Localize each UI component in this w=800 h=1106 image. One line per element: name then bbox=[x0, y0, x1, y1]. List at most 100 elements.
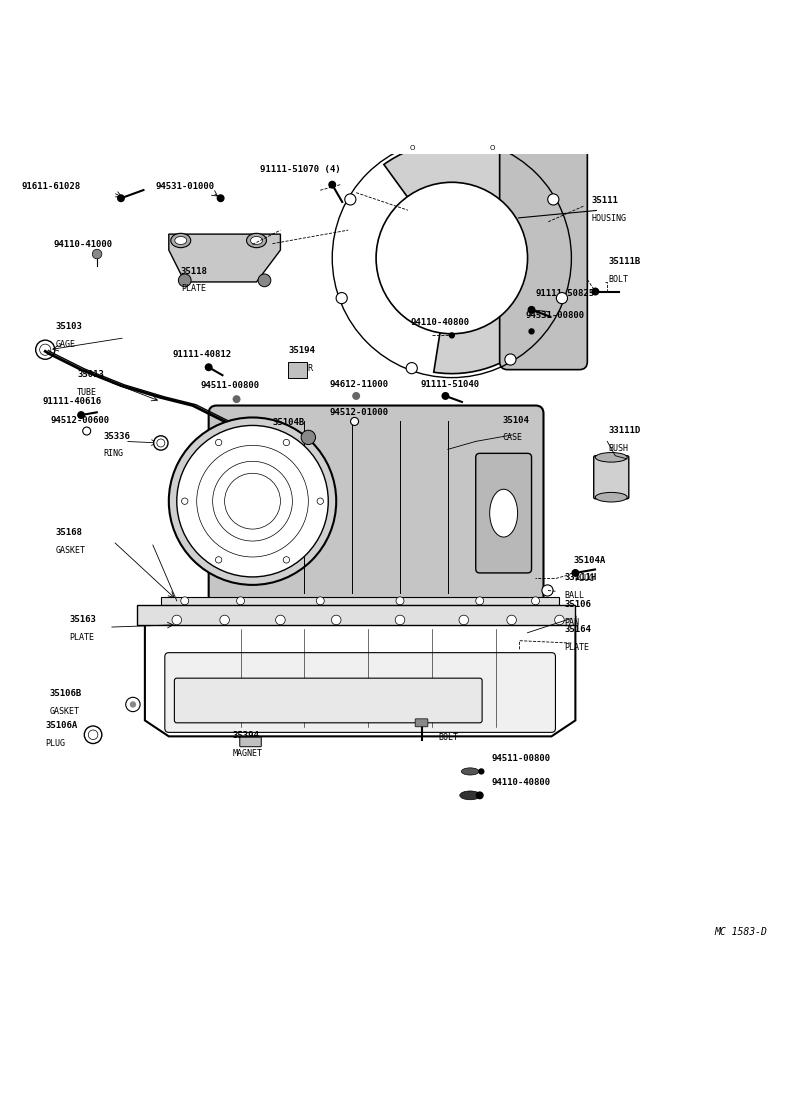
Polygon shape bbox=[161, 597, 559, 605]
Circle shape bbox=[181, 597, 189, 605]
Text: 35103: 35103 bbox=[55, 322, 82, 332]
Text: O: O bbox=[410, 365, 415, 372]
Ellipse shape bbox=[490, 489, 518, 538]
Circle shape bbox=[172, 615, 182, 625]
Text: 35336: 35336 bbox=[103, 431, 130, 440]
Text: GASKET: GASKET bbox=[50, 707, 79, 716]
Circle shape bbox=[528, 328, 534, 334]
Text: 94511-00800: 94511-00800 bbox=[201, 380, 260, 389]
Ellipse shape bbox=[250, 237, 262, 244]
Circle shape bbox=[507, 615, 516, 625]
Wedge shape bbox=[384, 143, 567, 374]
Text: O: O bbox=[349, 197, 354, 202]
Circle shape bbox=[301, 430, 315, 445]
FancyBboxPatch shape bbox=[174, 678, 482, 723]
Circle shape bbox=[531, 597, 539, 605]
Text: 91111-51070 (4): 91111-51070 (4) bbox=[261, 165, 341, 174]
Text: 35163: 35163 bbox=[69, 615, 96, 624]
Text: 35106C: 35106C bbox=[438, 716, 470, 724]
Text: 94512-00600: 94512-00600 bbox=[51, 416, 110, 425]
Text: 35104B: 35104B bbox=[273, 418, 305, 427]
Text: 94512-01000: 94512-01000 bbox=[330, 408, 389, 417]
Circle shape bbox=[233, 395, 241, 403]
Text: MAGNET: MAGNET bbox=[233, 749, 262, 758]
FancyBboxPatch shape bbox=[209, 406, 543, 608]
Circle shape bbox=[169, 417, 336, 585]
Text: 35104A: 35104A bbox=[574, 556, 606, 565]
Circle shape bbox=[117, 195, 125, 202]
Circle shape bbox=[527, 306, 535, 314]
Circle shape bbox=[177, 426, 328, 577]
Text: 91111-40812: 91111-40812 bbox=[173, 351, 232, 359]
Circle shape bbox=[317, 498, 323, 504]
Text: RING: RING bbox=[103, 449, 123, 458]
Text: O: O bbox=[340, 295, 345, 301]
FancyBboxPatch shape bbox=[287, 363, 306, 378]
Ellipse shape bbox=[460, 791, 481, 800]
Circle shape bbox=[316, 597, 324, 605]
Circle shape bbox=[220, 615, 230, 625]
Text: O: O bbox=[490, 145, 495, 150]
Text: PLUG: PLUG bbox=[574, 574, 594, 583]
Text: 35106B: 35106B bbox=[50, 689, 82, 698]
Text: HOUSING: HOUSING bbox=[591, 215, 626, 223]
Circle shape bbox=[82, 427, 90, 435]
FancyBboxPatch shape bbox=[240, 738, 262, 747]
Circle shape bbox=[406, 363, 418, 374]
Text: PAN: PAN bbox=[564, 617, 579, 627]
Circle shape bbox=[258, 274, 271, 286]
Text: 91111-40616: 91111-40616 bbox=[43, 397, 102, 406]
Text: 91111-50825: 91111-50825 bbox=[535, 289, 594, 298]
Text: 35168: 35168 bbox=[55, 528, 82, 538]
Text: 33111H: 33111H bbox=[564, 574, 597, 583]
Text: PLUG: PLUG bbox=[46, 739, 66, 748]
FancyBboxPatch shape bbox=[476, 453, 531, 573]
Circle shape bbox=[486, 143, 498, 154]
Polygon shape bbox=[145, 617, 575, 737]
Circle shape bbox=[476, 792, 484, 800]
Circle shape bbox=[217, 195, 225, 202]
Circle shape bbox=[126, 697, 140, 711]
Circle shape bbox=[276, 615, 286, 625]
Circle shape bbox=[459, 615, 469, 625]
Text: 35194: 35194 bbox=[288, 346, 315, 355]
Text: BUSH: BUSH bbox=[609, 444, 629, 452]
Text: GASKET: GASKET bbox=[55, 546, 86, 555]
Circle shape bbox=[352, 392, 360, 400]
Circle shape bbox=[571, 568, 579, 577]
Circle shape bbox=[554, 615, 564, 625]
Text: 35111: 35111 bbox=[591, 197, 618, 206]
Text: 35106A: 35106A bbox=[46, 721, 78, 730]
Circle shape bbox=[345, 194, 356, 205]
Text: 94612-11000: 94612-11000 bbox=[330, 379, 389, 389]
Text: O: O bbox=[560, 295, 566, 301]
FancyBboxPatch shape bbox=[165, 653, 555, 732]
Circle shape bbox=[36, 341, 55, 359]
Text: PLATE: PLATE bbox=[69, 633, 94, 641]
FancyBboxPatch shape bbox=[500, 146, 587, 369]
Text: CASE: CASE bbox=[502, 434, 522, 442]
Circle shape bbox=[442, 392, 450, 400]
Circle shape bbox=[449, 332, 455, 338]
Circle shape bbox=[395, 615, 405, 625]
Text: BALL: BALL bbox=[564, 592, 584, 601]
Ellipse shape bbox=[246, 233, 266, 248]
Text: 35164: 35164 bbox=[564, 625, 591, 635]
Circle shape bbox=[205, 363, 213, 372]
Circle shape bbox=[406, 143, 418, 154]
Text: COVER: COVER bbox=[288, 364, 314, 373]
Circle shape bbox=[505, 354, 516, 365]
Circle shape bbox=[591, 288, 599, 295]
Ellipse shape bbox=[174, 237, 186, 244]
Text: O: O bbox=[410, 145, 415, 150]
Text: 94110-40800: 94110-40800 bbox=[410, 319, 470, 327]
FancyBboxPatch shape bbox=[137, 605, 575, 625]
Text: 91611-61028: 91611-61028 bbox=[22, 182, 81, 191]
Circle shape bbox=[283, 439, 290, 446]
Ellipse shape bbox=[462, 768, 479, 775]
Text: MC 1583-D: MC 1583-D bbox=[714, 927, 766, 937]
Ellipse shape bbox=[595, 452, 627, 462]
Circle shape bbox=[331, 615, 341, 625]
Text: O: O bbox=[509, 356, 514, 363]
Ellipse shape bbox=[595, 492, 627, 502]
